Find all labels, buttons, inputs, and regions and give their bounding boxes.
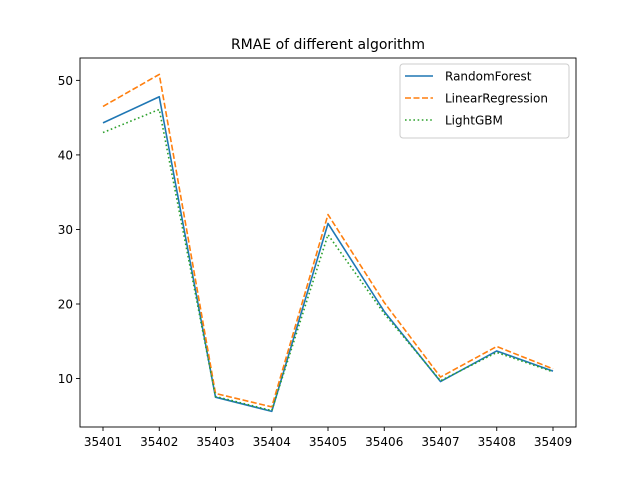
series-line-randomforest: [102, 95, 554, 413]
chart-title: RMAE of different algorithm: [231, 37, 425, 53]
x-tick-label: 35408: [478, 435, 516, 449]
y-tick-label: 30: [58, 223, 73, 237]
axes-layer: 35401 35402 35403 35404 35405 35406 35407 35408…: [58, 57, 577, 449]
x-tick-label: 35405: [309, 435, 347, 449]
legend-label-randomforest: RandomForest: [445, 70, 532, 84]
legend-box: [399, 63, 570, 139]
x-tick-label: 35402: [140, 435, 178, 449]
x-tick-label: 35404: [253, 435, 291, 449]
legend-label-linearregression: LinearRegression: [445, 92, 548, 106]
y-tick-label: 20: [58, 298, 73, 312]
x-tick-label: 35403: [196, 435, 234, 449]
legend: RandomForest LinearRegression LightGBM: [399, 63, 570, 139]
x-tick-label: 35407: [421, 435, 459, 449]
series-layer: [102, 73, 554, 413]
x-tick-label: 35406: [365, 435, 403, 449]
y-tick-label: 10: [58, 372, 73, 386]
x-tick-label: 35409: [534, 435, 572, 449]
y-tick-label: 50: [58, 74, 73, 88]
x-tick-label: 35401: [84, 435, 122, 449]
series-line-linearregression: [102, 73, 554, 408]
legend-label-lightgbm: LightGBM: [445, 114, 503, 128]
y-tick-label: 40: [58, 148, 73, 162]
